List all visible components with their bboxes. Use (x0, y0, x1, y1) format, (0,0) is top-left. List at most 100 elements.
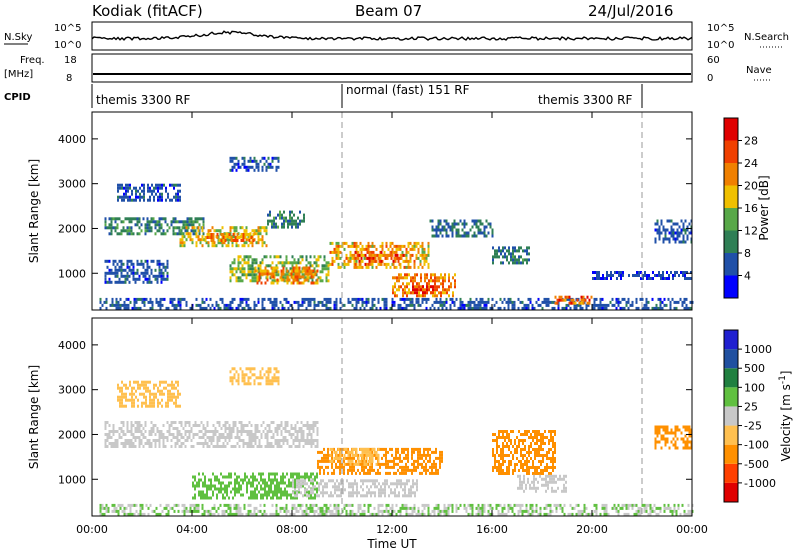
velocity-cell (337, 453, 339, 457)
power-cell (439, 222, 442, 226)
power-cell (418, 288, 420, 292)
velocity-cell (369, 456, 372, 460)
power-cell (498, 246, 500, 250)
velocity-cell (144, 424, 147, 427)
velocity-cell (226, 490, 228, 494)
velocity-cell (201, 503, 204, 507)
power-cell (229, 300, 232, 304)
velocity-cell (224, 487, 226, 491)
power-cell (280, 272, 283, 276)
power-cell (307, 297, 310, 301)
velocity-cell (605, 506, 608, 510)
velocity-cell (276, 442, 279, 445)
power-cell (335, 256, 338, 260)
velocity-cell (500, 436, 502, 439)
power-cell (592, 271, 594, 274)
power-cell (117, 300, 120, 304)
velocity-cell (377, 512, 380, 516)
velocity-cell (534, 436, 536, 439)
velocity-cell (477, 503, 480, 507)
velocity-cell (381, 503, 384, 507)
power-cell (526, 246, 528, 250)
power-cell (331, 241, 334, 245)
power-cell (257, 165, 260, 169)
velocity-cell (549, 503, 552, 507)
power-cell (141, 183, 143, 187)
velocity-cell (561, 506, 564, 510)
velocity-cell (329, 453, 332, 457)
velocity-cell (300, 433, 303, 436)
velocity-cell (451, 506, 454, 510)
velocity-cell (230, 427, 233, 430)
power-cell (409, 259, 412, 263)
velocity-cell (104, 421, 107, 424)
power-cell (413, 247, 416, 251)
power-cell (123, 186, 125, 190)
velocity-cell (306, 421, 309, 424)
power-cell (135, 192, 137, 196)
power-cell (423, 247, 426, 251)
velocity-cell (354, 479, 356, 483)
power-cell (241, 226, 244, 230)
power-cell (277, 261, 280, 265)
velocity-cell (108, 442, 111, 445)
power-cell (293, 258, 296, 262)
power-cell (309, 297, 312, 301)
velocity-cell (99, 506, 102, 510)
power-cell (392, 288, 394, 292)
velocity-cell (276, 427, 279, 430)
velocity-cell (313, 503, 316, 507)
velocity-cell (264, 484, 266, 488)
velocity-cell (158, 436, 161, 439)
velocity-cell (439, 459, 441, 463)
power-cell (418, 285, 420, 289)
velocity-cell (288, 445, 291, 448)
velocity-cell (425, 468, 427, 472)
velocity-cell (603, 512, 606, 516)
velocity-cell (513, 512, 516, 516)
power-cell (152, 220, 155, 224)
power-cell (239, 165, 242, 169)
velocity-cell (276, 493, 278, 497)
power-cell (379, 244, 382, 248)
power-colorbar-tick-label: 28 (744, 135, 758, 148)
power-cell (251, 267, 254, 271)
power-cell (148, 280, 151, 284)
velocity-cell (510, 430, 512, 433)
velocity-cell (291, 503, 294, 507)
power-cell (205, 297, 208, 301)
power-cell (683, 300, 686, 304)
velocity-cell (123, 506, 126, 510)
power-cell (125, 189, 127, 193)
velocity-cell (266, 439, 269, 442)
power-cell (325, 267, 328, 271)
power-cell (378, 256, 381, 260)
velocity-cell (212, 493, 214, 497)
velocity-cell (197, 503, 200, 507)
velocity-cell (425, 462, 427, 466)
velocity-cell (234, 487, 236, 491)
velocity-cell (419, 512, 422, 516)
velocity-cell (256, 484, 258, 488)
velocity-cell (238, 439, 241, 442)
velocity-cell (256, 496, 258, 500)
power-cell (292, 278, 295, 282)
velocity-cell (242, 478, 244, 482)
power-cell (245, 165, 248, 169)
velocity-cell (508, 466, 510, 469)
velocity-cell (498, 445, 500, 448)
velocity-cell (298, 445, 301, 448)
velocity-cell (487, 509, 490, 513)
power-cell (302, 275, 305, 279)
power-cell (494, 255, 496, 259)
power-cell (402, 276, 404, 280)
velocity-cell (188, 421, 191, 424)
power-cell (446, 288, 448, 292)
velocity-cell (222, 442, 225, 445)
velocity-cell (378, 494, 380, 498)
velocity-cell (397, 468, 399, 472)
velocity-cell (413, 506, 416, 510)
power-cell (171, 300, 174, 304)
velocity-cell (405, 453, 407, 457)
velocity-cell (236, 442, 239, 445)
